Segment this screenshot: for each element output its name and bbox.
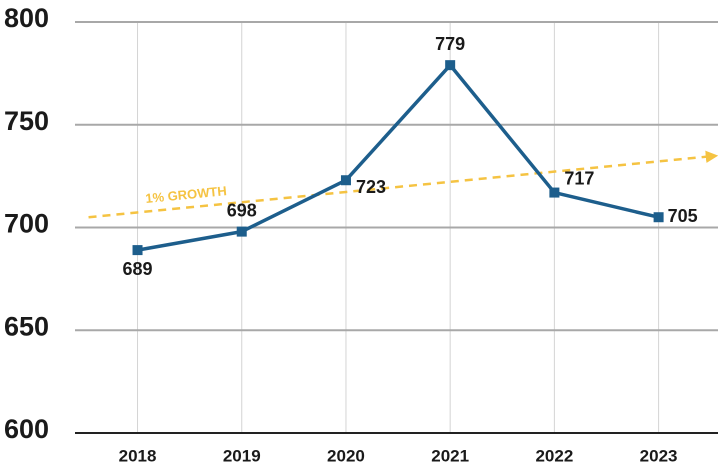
x-tick-label: 2020 — [327, 446, 365, 465]
y-tick-label: 800 — [4, 3, 49, 33]
trend-label: 1% GROWTH — [145, 183, 228, 206]
x-tick-label: 2023 — [640, 446, 678, 465]
x-tick-label: 2021 — [431, 446, 469, 465]
point-marker — [653, 212, 664, 223]
value-label: 705 — [668, 206, 698, 226]
y-tick-label: 750 — [4, 106, 49, 136]
point-marker — [132, 245, 143, 256]
series-line — [137, 63, 660, 252]
value-label: 698 — [227, 200, 257, 220]
point-marker — [445, 60, 456, 71]
point-marker — [236, 226, 247, 237]
point-marker — [549, 187, 560, 198]
value-label: 779 — [435, 34, 465, 54]
trend-line — [88, 150, 719, 219]
y-tick-label: 650 — [4, 311, 49, 341]
y-tick-label: 600 — [4, 414, 49, 444]
value-label: 689 — [123, 259, 153, 279]
x-tick-label: 2022 — [535, 446, 573, 465]
x-tick-label: 2018 — [119, 446, 157, 465]
y-tick-label: 700 — [4, 209, 49, 239]
value-label: 723 — [356, 177, 386, 197]
value-label: 717 — [564, 168, 594, 188]
point-marker — [340, 175, 351, 186]
x-tick-label: 2019 — [223, 446, 261, 465]
